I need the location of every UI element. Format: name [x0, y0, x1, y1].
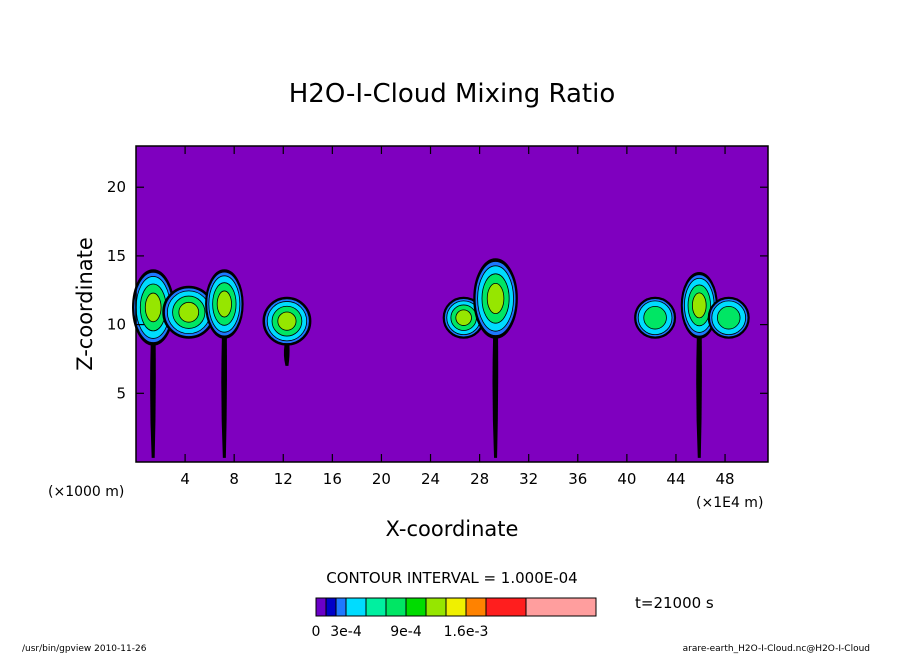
x-unit-left: (×1000 m) — [48, 484, 124, 500]
contour-interval-text: CONTOUR INTERVAL = 1.000E-04 — [326, 569, 577, 587]
colorbar-label: 1.6e-3 — [444, 624, 489, 640]
x-tick-label: 24 — [421, 470, 440, 488]
plot-area — [132, 145, 769, 463]
x-tick-label: 20 — [372, 470, 391, 488]
cloud-contour — [277, 311, 297, 331]
colorbar-segment — [445, 597, 467, 617]
cloud-feature — [680, 271, 718, 458]
colorbar-segment — [465, 597, 487, 617]
colorbar-label: 0 — [312, 624, 321, 640]
x-tick-label: 32 — [519, 470, 538, 488]
colorbar-segment — [485, 597, 527, 617]
y-tick-label: 5 — [116, 384, 126, 402]
cloud-contour — [216, 290, 232, 318]
y-tick-label: 10 — [107, 316, 126, 334]
x-tick-label: 40 — [617, 470, 636, 488]
x-tick-labels: 4 8 12 16 20 24 28 32 36 40 44 48 — [180, 470, 734, 488]
colorbar-segment — [525, 597, 597, 617]
y-tick-label: 15 — [107, 247, 126, 265]
colorbar-label: 9e-4 — [390, 624, 422, 640]
colorbar-segment — [405, 597, 427, 617]
colorbar-label: 3e-4 — [330, 624, 362, 640]
cloud-tail — [221, 338, 227, 458]
cloud-tail — [283, 345, 290, 366]
cloud-feature — [205, 269, 244, 458]
colorbar-segment — [385, 597, 407, 617]
cloud-feature — [262, 296, 312, 366]
cloud-feature — [162, 285, 216, 339]
colorbar-labels: 0 3e-4 9e-4 1.6e-3 — [312, 624, 489, 640]
axis-ticks — [136, 146, 768, 462]
cloud-tail — [150, 345, 156, 458]
cloud-contour — [144, 292, 162, 323]
colorbar-segment — [425, 597, 447, 617]
y-tick-labels: 5 10 15 20 — [107, 178, 126, 402]
cloud-feature — [707, 296, 750, 339]
x-unit-right: (×1E4 m) — [696, 495, 763, 511]
x-tick-label: 8 — [229, 470, 239, 488]
cloud-contour — [691, 292, 707, 319]
cloud-tail — [492, 338, 499, 458]
cloud-contour — [455, 309, 472, 326]
cloud-contour — [178, 301, 200, 323]
chart-title: H2O-I-Cloud Mixing Ratio — [289, 79, 616, 109]
cloud-contours — [132, 258, 750, 458]
y-tick-label: 20 — [107, 178, 126, 196]
x-tick-label: 48 — [716, 470, 735, 488]
colorbar — [315, 597, 597, 617]
x-tick-label: 16 — [323, 470, 342, 488]
colorbar-segment — [315, 597, 327, 617]
colorbar-segment — [345, 597, 367, 617]
x-axis-label: X-coordinate — [386, 517, 519, 541]
cloud-feature — [634, 296, 677, 339]
cloud-contour — [643, 306, 667, 330]
x-tick-label: 4 — [180, 470, 190, 488]
x-tick-label: 12 — [274, 470, 293, 488]
footer-right: arare-earth_H2O-I-Cloud.nc@H2O-I-Cloud — [683, 644, 870, 654]
x-tick-label: 28 — [470, 470, 489, 488]
footer-left: /usr/bin/gpview 2010-11-26 — [22, 644, 147, 654]
cloud-contour — [716, 306, 741, 330]
cloud-tail — [696, 338, 702, 458]
time-label: t=21000 s — [635, 594, 714, 612]
plot-frame — [135, 145, 769, 463]
x-tick-label: 44 — [666, 470, 685, 488]
colorbar-segment — [335, 597, 347, 617]
cloud-contour — [486, 282, 505, 315]
cloud-feature — [473, 258, 518, 458]
x-tick-label: 36 — [568, 470, 587, 488]
colorbar-segment — [365, 597, 387, 617]
y-axis-label: Z-coordinate — [73, 237, 97, 371]
colorbar-segment — [325, 597, 337, 617]
